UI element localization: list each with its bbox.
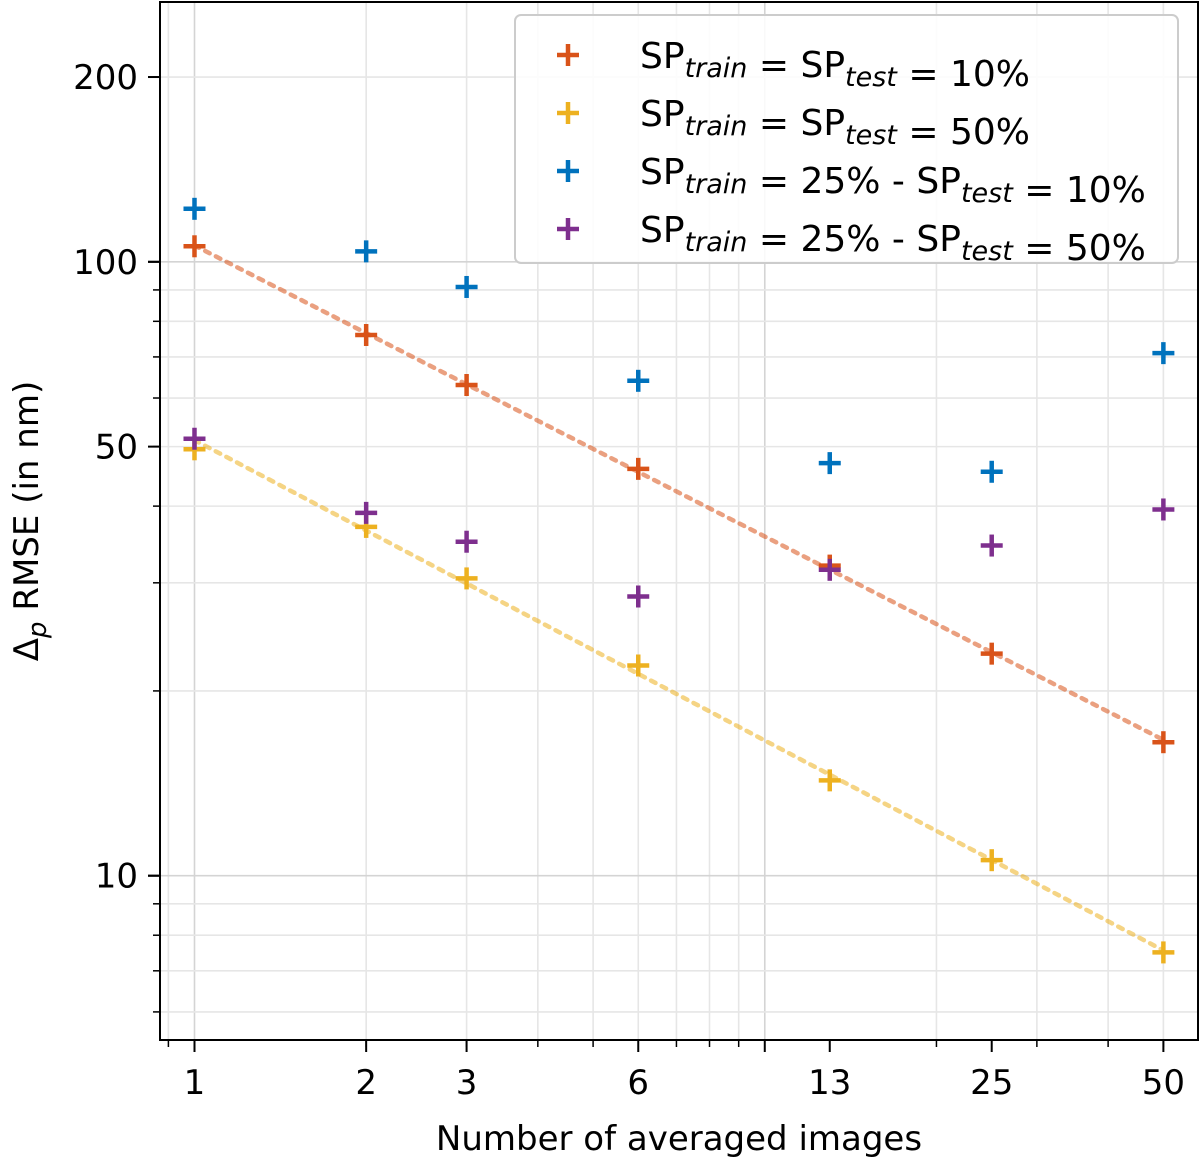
legend-text-part: = 50%: [897, 112, 1030, 153]
data-point: [355, 240, 378, 263]
legend-entry: SPtrain = SPtest = 10%: [640, 36, 1030, 95]
legend-box: [514, 14, 1179, 264]
x-tick-label: 1: [184, 1063, 206, 1103]
data-point: [183, 235, 206, 258]
legend-text-part: SP: [640, 152, 685, 193]
legend-subscript: test: [845, 120, 898, 151]
data-point: [627, 654, 650, 677]
data-point: [980, 849, 1003, 872]
y-axis-label-sub: p: [23, 621, 53, 639]
y-tick-label: 100: [73, 243, 138, 283]
legend-text-part: SP: [640, 36, 685, 77]
x-tick-label: 2: [355, 1063, 377, 1103]
legend-subscript: train: [685, 169, 748, 200]
x-tick-label: 25: [970, 1063, 1013, 1103]
axis-ticks: 10 50 100 200 1 2 3 6 13 25 50: [73, 58, 1185, 1103]
data-point: [818, 452, 841, 475]
legend-subscript: test: [961, 236, 1014, 267]
legend-text-part: = 25% - SP: [747, 219, 961, 260]
x-tick-label: 50: [1142, 1063, 1185, 1103]
legend-marker: [557, 102, 579, 124]
data-point: [455, 275, 478, 298]
legend-subscript: train: [685, 111, 748, 142]
legend-marker: [557, 160, 579, 182]
x-tick-label: 3: [456, 1063, 478, 1103]
x-tick-label: 13: [808, 1063, 851, 1103]
legend-entry: SPtrain = 25% - SPtest = 50%: [640, 210, 1146, 269]
legend-text-part: SP: [640, 94, 685, 135]
y-axis-label-delta: Δ: [7, 638, 47, 661]
data-point: [183, 197, 206, 220]
x-tick-label: 6: [627, 1063, 649, 1103]
legend-entry: SPtrain = 25% - SPtest = 10%: [640, 152, 1146, 211]
data-point: [355, 323, 378, 346]
data-point: [1152, 342, 1175, 365]
data-point: [980, 534, 1003, 557]
y-tick-label: 50: [95, 428, 138, 468]
legend-entry: SPtrain = SPtest = 50%: [640, 94, 1030, 153]
legend-text-part: = 50%: [1013, 228, 1146, 269]
plot-area-frame: [159, 1, 1199, 1041]
legend-subscript: test: [845, 62, 898, 93]
data-point: [1152, 498, 1175, 521]
y-axis-label: Δp RMSE (in nm): [7, 381, 53, 661]
legend-marker: [557, 44, 579, 66]
data-point: [818, 558, 841, 581]
legend-text-part: = 10%: [1013, 170, 1146, 211]
data-point: [1152, 941, 1175, 964]
data-markers: [183, 197, 1175, 964]
y-tick-label: 10: [95, 857, 138, 897]
data-point: [455, 567, 478, 590]
fit-lines: [192, 243, 1166, 953]
data-point: [627, 457, 650, 480]
data-point: [1152, 731, 1175, 754]
fit-line: [192, 243, 1166, 743]
legend-text-part: = SP: [747, 103, 845, 144]
data-point: [355, 501, 378, 524]
legend-marker: [557, 218, 579, 240]
x-axis-label: Number of averaged images: [436, 1119, 922, 1159]
data-point: [980, 642, 1003, 665]
legend-subscript: train: [685, 53, 748, 84]
data-point: [183, 427, 206, 450]
y-tick-label: 200: [73, 58, 138, 98]
legend: SPtrain = SPtest = 10%SPtrain = SPtest =…: [514, 14, 1179, 269]
fit-line: [192, 437, 1166, 953]
legend-text-part: = SP: [747, 45, 845, 86]
data-point: [455, 374, 478, 397]
legend-subscript: test: [961, 178, 1014, 209]
legend-text-part: = 10%: [897, 54, 1030, 95]
data-point: [818, 769, 841, 792]
y-axis-label-rest: RMSE (in nm): [7, 381, 47, 622]
legend-text-part: = 25% - SP: [747, 161, 961, 202]
data-point: [627, 369, 650, 392]
legend-subscript: train: [685, 227, 748, 258]
data-point: [980, 460, 1003, 483]
data-point: [627, 585, 650, 608]
data-point: [455, 530, 478, 553]
legend-text-part: SP: [640, 210, 685, 251]
